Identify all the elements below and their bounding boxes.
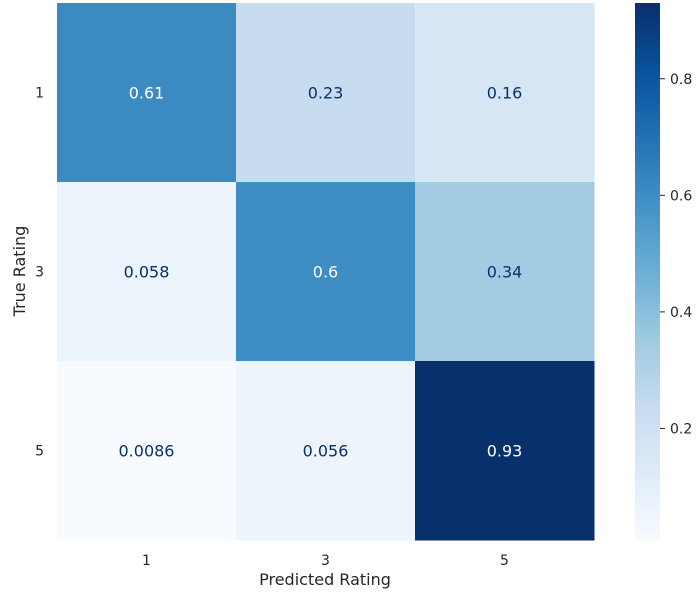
- x-axis-tick-labels: 1 3 5: [142, 553, 509, 569]
- x-axis-label: Predicted Rating: [259, 570, 391, 589]
- heatmap-cell-value: 0.056: [303, 442, 349, 461]
- colorbar-ticks: 0.2 0.4 0.6 0.8: [660, 72, 692, 437]
- heatmap-cell-value: 0.93: [487, 442, 523, 461]
- y-axis-label: True Rating: [10, 226, 29, 318]
- x-tick-label: 1: [142, 553, 151, 569]
- heatmap-cell: [57, 182, 237, 362]
- colorbar: [635, 3, 660, 540]
- heatmap-cell: [57, 361, 237, 541]
- heatmap-cell-labels: 0.61 0.23 0.16 0.058 0.6 0.34 0.0086 0.056 0.93: [119, 84, 523, 461]
- x-tick-label: 5: [500, 553, 509, 569]
- colorbar-tick-label: 0.4: [670, 305, 692, 321]
- colorbar-tick-label: 0.8: [670, 72, 692, 88]
- y-tick-label: 3: [35, 265, 44, 281]
- heatmap-cell-value: 0.61: [129, 84, 165, 103]
- x-tick-label: 3: [321, 553, 330, 569]
- heatmap-cell-value: 0.058: [124, 263, 170, 282]
- heatmap-cell: [236, 361, 416, 541]
- heatmap-cell-value: 0.34: [487, 263, 523, 282]
- colorbar-tick-label: 0.2: [670, 421, 692, 437]
- heatmap-cell-value: 0.23: [308, 84, 344, 103]
- colorbar-tick-label: 0.6: [670, 188, 692, 204]
- y-axis-tick-labels: 1 3 5: [35, 86, 44, 460]
- heatmap-cell: [236, 3, 416, 183]
- heatmap-cell: [415, 361, 595, 541]
- heatmap-cell-value: 0.16: [487, 84, 523, 103]
- y-tick-label: 5: [35, 444, 44, 460]
- heatmap-cell: [57, 3, 237, 183]
- heatmap-cell: [236, 182, 416, 362]
- y-tick-label: 1: [35, 86, 44, 102]
- heatmap-cell: [415, 182, 595, 362]
- heatmap-cell: [415, 3, 595, 183]
- heatmap-cell-value: 0.0086: [119, 442, 175, 461]
- heatmap-cells: [57, 3, 595, 541]
- heatmap-cell-value: 0.6: [313, 263, 338, 282]
